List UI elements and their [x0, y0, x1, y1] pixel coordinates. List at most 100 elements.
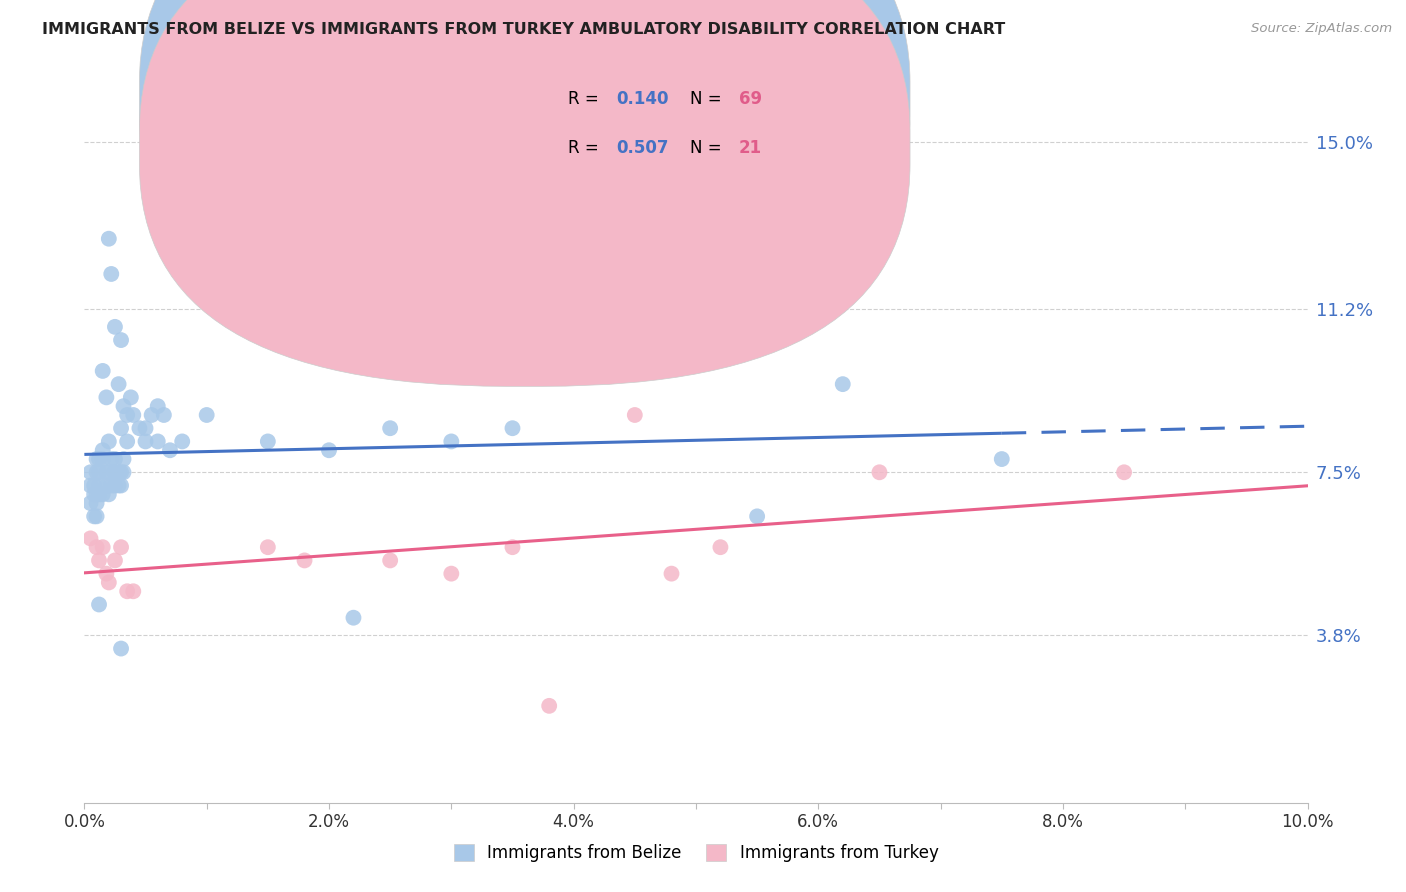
Text: N =: N =	[690, 90, 727, 108]
Point	[79, 532, 101, 546]
Point	[79, 478, 101, 492]
Point	[342, 610, 364, 624]
Point	[624, 408, 647, 422]
Point	[110, 478, 132, 492]
Point	[115, 408, 138, 422]
FancyBboxPatch shape	[488, 70, 806, 173]
Text: R =: R =	[568, 138, 603, 157]
Point	[104, 465, 127, 479]
Point	[97, 575, 120, 590]
Text: 69: 69	[738, 90, 762, 108]
Text: 21: 21	[738, 138, 762, 157]
Point	[146, 434, 169, 449]
Point	[318, 443, 340, 458]
Point	[86, 509, 108, 524]
Text: IMMIGRANTS FROM BELIZE VS IMMIGRANTS FROM TURKEY AMBULATORY DISABILITY CORRELATI: IMMIGRANTS FROM BELIZE VS IMMIGRANTS FRO…	[42, 22, 1005, 37]
Point	[122, 408, 145, 422]
Point	[86, 540, 108, 554]
Text: R =: R =	[568, 90, 603, 108]
Point	[100, 478, 122, 492]
Point	[112, 452, 135, 467]
Point	[104, 319, 127, 334]
Point	[107, 465, 129, 479]
Point	[502, 540, 524, 554]
Text: 0.140: 0.140	[616, 90, 669, 108]
Point	[91, 540, 114, 554]
Legend: Immigrants from Belize, Immigrants from Turkey: Immigrants from Belize, Immigrants from …	[447, 837, 945, 869]
Point	[97, 465, 120, 479]
Point	[112, 465, 135, 479]
Point	[110, 333, 132, 347]
Point	[104, 452, 127, 467]
Text: N =: N =	[690, 138, 727, 157]
Point	[294, 553, 316, 567]
Point	[128, 421, 150, 435]
Point	[440, 566, 463, 581]
Point	[86, 465, 108, 479]
Point	[380, 421, 402, 435]
Point	[159, 443, 181, 458]
Point	[135, 421, 157, 435]
Point	[380, 553, 402, 567]
Point	[257, 434, 280, 449]
Point	[107, 377, 129, 392]
Point	[86, 452, 108, 467]
Point	[112, 399, 135, 413]
Point	[991, 452, 1014, 467]
Point	[83, 487, 105, 501]
Point	[115, 434, 138, 449]
Point	[100, 267, 122, 281]
Point	[100, 452, 122, 467]
Point	[538, 698, 561, 713]
Text: 0.507: 0.507	[616, 138, 669, 157]
Point	[115, 584, 138, 599]
Point	[104, 553, 127, 567]
Point	[146, 399, 169, 413]
Point	[83, 478, 105, 492]
Point	[195, 408, 218, 422]
Point	[79, 465, 101, 479]
Point	[110, 641, 132, 656]
Point	[709, 540, 731, 554]
Point	[257, 540, 280, 554]
Point	[502, 421, 524, 435]
Point	[96, 566, 118, 581]
FancyBboxPatch shape	[139, 0, 910, 338]
Point	[87, 452, 110, 467]
Point	[172, 434, 194, 449]
Point	[87, 553, 110, 567]
Point	[831, 377, 853, 392]
Point	[97, 434, 120, 449]
Point	[86, 487, 108, 501]
Point	[83, 509, 105, 524]
Point	[661, 566, 683, 581]
Point	[87, 478, 110, 492]
Point	[91, 443, 114, 458]
Point	[91, 364, 114, 378]
Point	[107, 478, 129, 492]
Point	[122, 584, 145, 599]
Point	[87, 487, 110, 501]
Point	[110, 465, 132, 479]
Point	[87, 465, 110, 479]
Point	[104, 478, 127, 492]
Point	[97, 487, 120, 501]
Point	[96, 390, 118, 404]
Point	[440, 434, 463, 449]
Point	[96, 465, 118, 479]
Point	[91, 487, 114, 501]
Point	[153, 408, 176, 422]
Point	[135, 434, 157, 449]
Point	[1114, 465, 1136, 479]
Point	[96, 478, 118, 492]
Point	[120, 390, 142, 404]
Point	[624, 364, 647, 378]
Point	[141, 408, 163, 422]
Point	[869, 465, 891, 479]
FancyBboxPatch shape	[139, 0, 910, 386]
Point	[97, 232, 120, 246]
Point	[747, 509, 769, 524]
Point	[110, 540, 132, 554]
Point	[87, 598, 110, 612]
Point	[91, 452, 114, 467]
